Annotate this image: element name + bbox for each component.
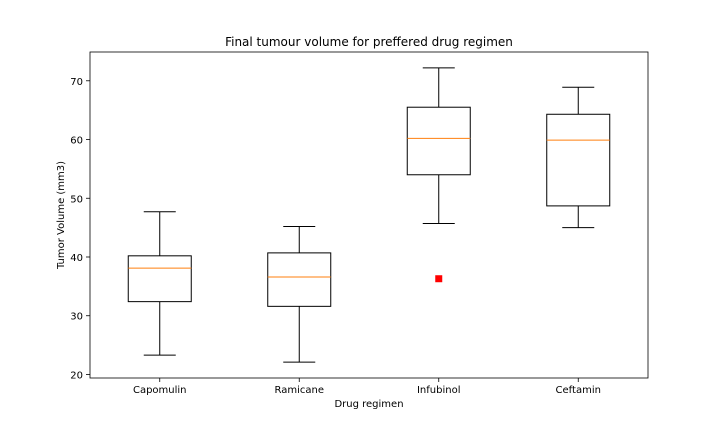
iqr-box [267,252,332,307]
plot-frame [89,51,649,379]
y-tick-label: 40 [70,253,83,264]
y-tick-label: 70 [70,77,83,88]
boxes-layer [127,67,611,363]
box-group-ceftamin [546,86,611,229]
box-group-capomulin [127,211,192,356]
y-tick-label: 50 [70,194,83,205]
x-tick-label: Ramicane [275,385,325,396]
iqr-box [546,113,611,207]
iqr-box [127,255,192,303]
y-axis: 20 30 40 50 60 70 [70,77,90,381]
box-group-infubinol [406,67,471,283]
y-tick-label: 20 [70,370,83,381]
y-tick-label: 60 [70,136,83,147]
x-axis: Capomulin Ramicane Infubinol Ceftamin [133,378,601,396]
y-tick-label: 30 [70,312,83,323]
iqr-box [406,106,471,176]
y-axis-label: Tumor Volume (mm3) [56,161,67,270]
box-group-ramicane [267,225,332,363]
x-axis-label: Drug regimen [334,399,403,410]
chart-title: Final tumour volume for preffered drug r… [225,35,513,49]
x-tick-label: Capomulin [133,385,187,396]
x-tick-label: Ceftamin [556,385,601,396]
outlier-point [435,275,443,283]
x-tick-label: Infubinol [417,385,461,396]
